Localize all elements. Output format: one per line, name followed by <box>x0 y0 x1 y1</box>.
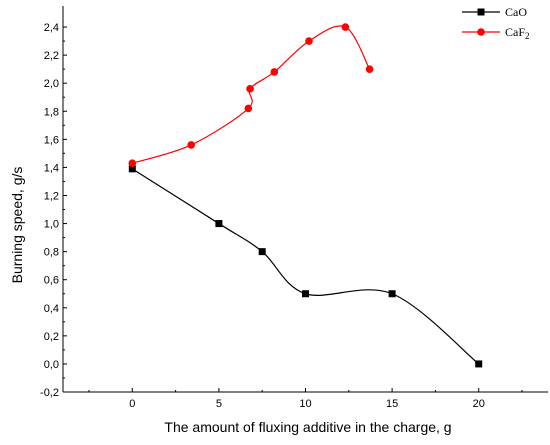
x-tick-label: 15 <box>386 398 398 410</box>
data-point-0 <box>128 165 136 173</box>
data-point-0 <box>302 290 309 298</box>
y-tick-label: 2,2 <box>44 50 59 62</box>
data-point-0 <box>388 290 396 298</box>
data-point-1 <box>128 159 137 168</box>
y-tick-label: 1,2 <box>44 190 59 202</box>
series-line-0 <box>131 168 480 365</box>
data-point-0 <box>215 220 223 228</box>
legend-label-1: CaF2 <box>505 25 530 41</box>
x-axis-label: The amount of fluxing additive in the ch… <box>164 419 451 435</box>
x-tick-label: 0 <box>129 398 135 410</box>
legend-marker-0 <box>477 8 485 16</box>
y-tick-label: 2,4 <box>44 22 59 34</box>
series-line-1 <box>132 25 371 164</box>
data-point-1 <box>341 23 350 31</box>
series-layer <box>128 23 483 368</box>
y-tick-label: 0,8 <box>44 247 59 259</box>
x-tick-label: 10 <box>299 398 311 410</box>
y-axis-label: Burning speed, g/s <box>9 167 25 284</box>
y-tick-label: -0,2 <box>40 387 59 399</box>
data-point-1 <box>246 85 254 93</box>
data-point-0 <box>258 248 266 256</box>
y-tick-label: 1,4 <box>44 162 59 174</box>
data-point-1 <box>365 65 374 73</box>
legend-label-0: CaO <box>505 5 527 19</box>
y-tick-label: 0,4 <box>44 303 59 315</box>
y-tick-label: 1,0 <box>44 219 59 231</box>
data-point-1 <box>270 68 279 76</box>
x-axis-ticks: 0 5 10 15 20 <box>88 388 523 410</box>
x-tick-label: 20 <box>473 398 485 410</box>
y-tick-label: 0,2 <box>44 331 59 343</box>
data-point-1 <box>187 141 195 149</box>
y-tick-label: 0,0 <box>44 359 59 371</box>
legend-marker-1 <box>477 28 485 36</box>
y-tick-label: 1,6 <box>44 134 59 146</box>
x-tick-label: 5 <box>216 398 222 410</box>
y-tick-label: 2,0 <box>44 78 59 90</box>
data-point-1 <box>244 104 253 113</box>
y-tick-label: 0,6 <box>44 275 59 287</box>
y-axis-ticks: -0,2 0,0 0,2 0,4 0,6 0,8 1,0 1,2 1,4 1,6 1,8 2,0 2,2… <box>40 22 67 399</box>
data-point-1 <box>305 37 313 45</box>
y-tick-label: 1,8 <box>44 106 59 118</box>
plot-frame <box>62 6 548 393</box>
data-point-0 <box>475 360 483 368</box>
legend: CaO CaF2 <box>462 5 530 41</box>
